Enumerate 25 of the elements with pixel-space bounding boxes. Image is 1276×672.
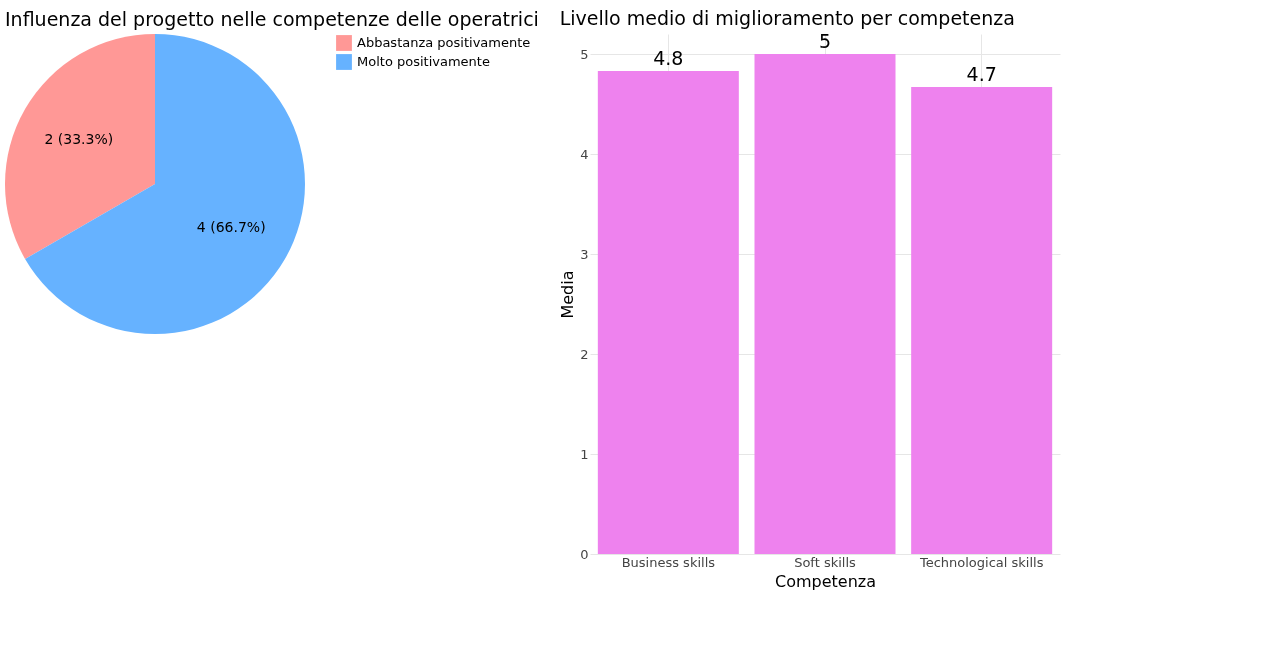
y-axis-title: Media [558,270,578,319]
data-label: 4 (66.7%) [196,219,266,235]
pie-slice [25,34,305,334]
data-label: 5 [818,30,832,52]
y-tick-label: 1 [580,446,589,462]
x-tick-label: Technological skills [918,554,1044,570]
data-label: 2 (33.3%) [44,131,114,147]
bar [911,87,1053,554]
legend-label: Molto positivamente [357,54,490,69]
x-axis-title: Competenza [774,571,877,591]
bar [754,54,896,554]
x-tick-label: Soft skills [794,554,857,570]
legend-label: Abbastanza positivamente [357,35,531,50]
y-tick-label: 2 [580,346,589,362]
x-tick-label: Business skills [621,554,716,570]
pie-slice [5,34,155,259]
y-tick-label: 3 [580,246,589,262]
chart-title: Influenza del progetto nelle competenze delle operatrici [5,8,539,30]
data-label: 4.8 [653,47,684,69]
y-tick-label: 5 [580,46,589,62]
y-tick-label: 0 [580,546,589,562]
y-tick-label: 4 [580,146,589,162]
bar [597,71,739,554]
chart-title: Livello medio di miglioramento per competenza [559,7,1015,29]
data-label: 4.7 [966,63,997,85]
